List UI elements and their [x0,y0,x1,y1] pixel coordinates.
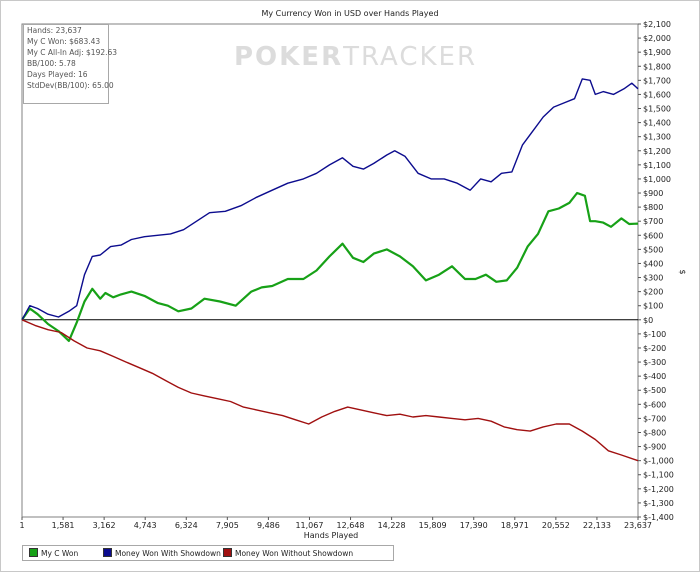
x-tick-label: 7,905 [216,521,239,530]
y-tick-label: $-900 [643,443,666,452]
stat-stddev: StdDev(BB/100): 65.00 [27,81,114,90]
x-tick-label: 11,067 [295,521,323,530]
x-tick-label: 9,486 [257,521,280,530]
y-tick-label: $600 [643,231,663,240]
y-tick-label: $-400 [643,372,666,381]
x-tick-label: 3,162 [93,521,116,530]
legend-swatch-green [29,548,38,557]
y-tick-label: $-1,100 [643,471,674,480]
stat-bb100: BB/100: 5.78 [27,59,76,68]
y-tick-label: $1,100 [643,161,671,170]
y-axis-label: $ [678,269,687,274]
y-tick-label: $700 [643,217,663,226]
y-tick-label: $300 [643,274,663,283]
legend-label: Money Won With Showdown [115,549,221,558]
series-line-my-c-won [21,191,639,342]
x-tick-label: 4,743 [134,521,157,530]
y-tick-label: $400 [643,259,663,268]
legend-item-my-c-won[interactable]: My C Won [29,548,78,558]
legend-swatch-blue [103,548,112,557]
x-tick-label: 15,809 [419,521,447,530]
x-tick-label: 23,637 [624,521,652,530]
series-line-money-won-without-showdown [21,319,639,462]
y-tick-label: $-1,400 [643,513,674,522]
x-tick-label: 1,581 [52,521,75,530]
y-tick-label: $500 [643,245,663,254]
stats-box: Hands: 23,637 My C Won: $683.43 My C All… [23,24,118,104]
y-tick-label: $1,500 [643,105,671,114]
legend-label: My C Won [41,549,79,558]
x-tick-label: 12,648 [337,521,365,530]
y-tick-label: $-500 [643,386,666,395]
y-tick-label: $1,300 [643,133,671,142]
x-tick-label: 14,228 [378,521,406,530]
stat-allin-adj: My C All-In Adj: $192.63 [27,48,118,57]
logo-text-tracker: TRACKER [343,42,478,72]
x-tick-label: 1 [19,521,24,530]
y-tick-label: $1,800 [643,62,671,71]
stat-hands: Hands: 23,637 [27,26,82,35]
x-tick-label: 6,324 [175,521,198,530]
logo-text-poker: POKER [234,42,344,72]
x-axis-label: Hands Played [304,531,358,540]
y-tick-label: $2,000 [643,34,671,43]
x-tick-label: 22,133 [583,521,611,530]
chart-title: My Currency Won in USD over Hands Played [261,9,438,18]
y-tick-label: $-1,000 [643,457,674,466]
legend-swatch-red [223,548,232,557]
plot-area [21,23,639,518]
y-tick-label: $200 [643,288,663,297]
y-tick-label: $-300 [643,358,666,367]
y-tick-label: $-1,300 [643,499,674,508]
y-tick-label: $-200 [643,344,666,353]
legend-item-with-showdown[interactable]: Money Won With Showdown [103,548,221,558]
y-tick-label: $2,100 [643,20,671,29]
y-tick-label: $100 [643,302,663,311]
y-tick-label: $1,900 [643,48,671,57]
chart-legend: My C Won Money Won With Showdown Money W… [22,545,394,561]
y-tick-label: $-100 [643,330,666,339]
pokertracker-logo: POKERTRACKER [234,42,477,72]
y-tick-label: $1,700 [643,76,671,85]
y-tick-label: $1,200 [643,147,671,156]
y-tick-label: $-600 [643,400,666,409]
y-tick-label: $1,000 [643,175,671,184]
y-tick-label: $-1,200 [643,485,674,494]
y-tick-label: $1,600 [643,90,671,99]
legend-label: Money Won Without Showdown [235,549,354,558]
x-tick-label: 18,971 [501,521,529,530]
stat-days-played: Days Played: 16 [27,70,88,79]
stat-won: My C Won: $683.43 [27,37,101,46]
y-tick-label: $1,400 [643,119,671,128]
y-tick-label: $900 [643,189,663,198]
x-tick-label: 20,552 [542,521,570,530]
y-tick-label: $-700 [643,414,666,423]
y-tick-label: $0 [643,316,653,325]
y-tick-label: $-800 [643,428,666,437]
legend-item-without-showdown[interactable]: Money Won Without Showdown [223,548,353,558]
x-tick-label: 17,390 [460,521,488,530]
y-tick-label: $800 [643,203,663,212]
series-line-money-won-with-showdown [21,78,639,321]
